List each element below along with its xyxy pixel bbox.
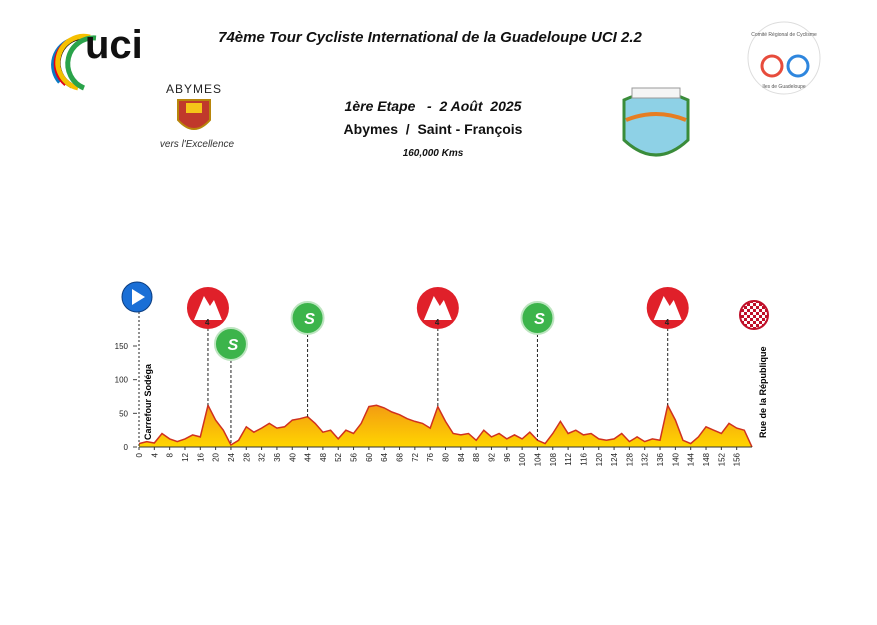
sprint-icon	[520, 301, 555, 335]
x-tick-label: 132	[641, 452, 650, 466]
x-tick-label: 68	[396, 452, 405, 461]
x-tick-label: 0	[135, 452, 144, 457]
x-tick-label: 4	[150, 452, 159, 457]
profile-line	[138, 403, 753, 448]
climb-mountain	[193, 296, 222, 320]
distance: 160,000 Kms	[403, 148, 464, 159]
sprint-label: S	[228, 337, 239, 354]
x-tick-label: 108	[549, 452, 558, 466]
x-tick-label: 88	[472, 452, 481, 461]
sprint-icon	[213, 327, 248, 361]
x-tick-label: 100	[518, 452, 527, 466]
x-tick-label: 148	[702, 452, 711, 466]
x-tick-label: 156	[733, 452, 742, 466]
y-tick-label: 100	[115, 376, 129, 385]
climb-category: 4	[435, 318, 440, 327]
x-tick-label: 72	[411, 452, 420, 461]
x-tick-label: 52	[334, 452, 343, 461]
sprint-label: S	[534, 311, 545, 328]
y-tick-label: 50	[119, 409, 128, 418]
y-tick-label: 150	[115, 342, 129, 351]
finish-icon	[739, 300, 769, 330]
title: 74ème Tour Cycliste International de la …	[218, 29, 642, 46]
committee-name: Comité Régional de Cyclisme	[751, 32, 817, 38]
x-tick-label: 140	[671, 452, 680, 466]
sprint-label: S	[304, 311, 315, 328]
x-tick-label: 120	[595, 452, 604, 466]
uci-text: uci	[85, 23, 143, 67]
x-tick-label: 16	[196, 452, 205, 461]
x-tick-label: 136	[656, 452, 665, 466]
sprint-icon	[290, 301, 325, 335]
climb-mountain	[423, 296, 452, 320]
city-motto: vers l'Excellence	[160, 139, 235, 150]
x-tick-label: 48	[319, 452, 328, 461]
committee-logo: Comité Régional de Cyclisme Iles de Guad…	[747, 21, 821, 95]
x-tick-label: 80	[442, 452, 451, 461]
x-tick-label: 40	[288, 452, 297, 461]
x-tick-label: 116	[579, 452, 588, 465]
y-tick-label: 0	[124, 443, 129, 452]
x-tick-label: 32	[258, 452, 267, 461]
x-tick-label: 64	[380, 452, 389, 461]
committee-region: Iles de Guadeloupe	[762, 84, 806, 90]
climb-category: 4	[665, 318, 670, 327]
town-crest	[622, 87, 690, 157]
profile-area	[139, 405, 752, 447]
x-tick-label: 56	[350, 452, 359, 461]
x-tick-label: 60	[365, 452, 374, 461]
x-tick-label: 36	[273, 452, 282, 461]
finish-label: Rue de la République	[758, 346, 768, 438]
uci-logo: uci	[51, 23, 143, 91]
x-tick-label: 12	[181, 452, 190, 461]
x-tick-label: 28	[242, 452, 251, 461]
x-tick-label: 152	[717, 452, 726, 466]
city-crest	[177, 99, 211, 130]
city-logo: ABYMES	[166, 82, 222, 96]
x-tick-label: 128	[625, 452, 634, 466]
x-tick-label: 44	[304, 452, 313, 461]
x-tick-label: 104	[533, 452, 542, 466]
x-tick-label: 124	[610, 452, 619, 466]
x-tick-label: 112	[564, 452, 573, 465]
stage: 1ère Etape - 2 Août 2025	[345, 98, 522, 114]
climb-category: 4	[205, 318, 210, 327]
climb-mountain	[653, 296, 682, 320]
x-tick-label: 76	[426, 452, 435, 461]
x-tick-label: 144	[687, 452, 696, 466]
x-tick-label: 92	[487, 452, 496, 461]
x-tick-label: 20	[212, 452, 221, 461]
x-tick-label: 84	[457, 452, 466, 461]
start-arrow	[132, 289, 145, 305]
x-tick-label: 24	[227, 452, 236, 461]
route: Abymes / Saint - François	[344, 121, 523, 137]
x-tick-label: 96	[503, 452, 512, 461]
start-label: Carrefour Sodéga	[143, 363, 153, 440]
x-tick-label: 8	[166, 452, 175, 457]
